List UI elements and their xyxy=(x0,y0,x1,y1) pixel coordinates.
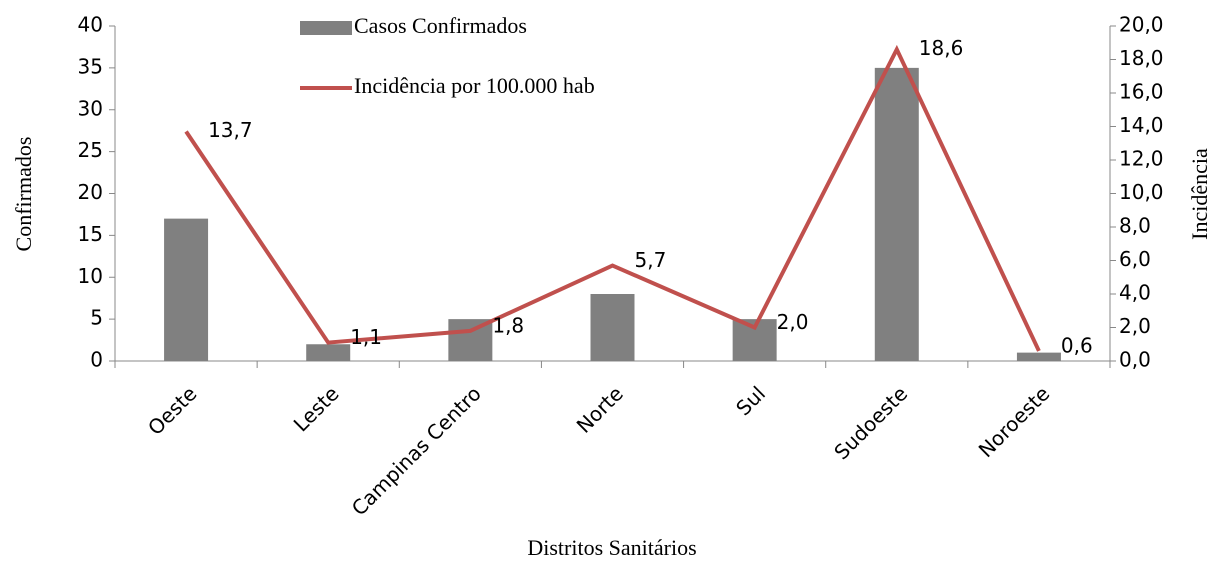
y2-tick-label: 4,0 xyxy=(1119,281,1151,305)
legend-label: Casos Confirmados xyxy=(354,13,527,38)
bar xyxy=(590,294,635,361)
y-tick-label: 35 xyxy=(78,54,103,78)
line xyxy=(184,44,1041,352)
y-tick-label: 10 xyxy=(78,264,103,288)
x-tick-label: Norte xyxy=(572,381,628,437)
data-label: 2,0 xyxy=(777,310,809,334)
bar xyxy=(306,344,351,361)
y-axis-title: Confirmados xyxy=(11,137,36,252)
legend-label: Incidência por 100.000 hab xyxy=(354,73,595,98)
y-tick-label: 5 xyxy=(90,306,103,330)
y2-tick-label: 14,0 xyxy=(1119,113,1164,137)
y-tick-label: 40 xyxy=(78,13,103,37)
x-tick-label: Sul xyxy=(731,381,770,420)
y2-tick-label: 16,0 xyxy=(1119,80,1164,104)
data-label: 5,7 xyxy=(635,248,667,272)
x-tick-label: Oeste xyxy=(143,381,201,439)
data-label: 0,6 xyxy=(1061,333,1093,357)
bar xyxy=(874,67,919,361)
y2-tick-label: 10,0 xyxy=(1119,180,1164,204)
y-tick-label: 15 xyxy=(78,222,103,246)
x-tick-label: Noroeste xyxy=(974,381,1055,462)
data-label: 1,1 xyxy=(350,325,382,349)
y2-tick-label: 12,0 xyxy=(1119,147,1164,171)
y2-axis-title: Incidência xyxy=(1187,148,1212,240)
data-label: 18,6 xyxy=(919,36,964,60)
y2-tick-label: 20,0 xyxy=(1119,13,1164,37)
y-tick-label: 30 xyxy=(78,96,103,120)
bar xyxy=(164,218,209,361)
x-tick-label: Leste xyxy=(289,381,344,436)
x-axis-title: Distritos Sanitários xyxy=(527,535,696,560)
x-tick-label: Sudoeste xyxy=(829,381,912,464)
y2-tick-label: 8,0 xyxy=(1119,214,1151,238)
y2-tick-label: 18,0 xyxy=(1119,46,1164,70)
y-tick-label: 25 xyxy=(78,138,103,162)
y-tick-label: 0 xyxy=(90,348,103,372)
y2-tick-label: 0,0 xyxy=(1119,348,1151,372)
data-label: 1,8 xyxy=(492,313,524,337)
y2-tick-label: 2,0 xyxy=(1119,314,1151,338)
legend-swatch xyxy=(300,21,352,35)
x-tick-label: Campinas Centro xyxy=(347,381,486,520)
data-label: 13,7 xyxy=(208,118,253,142)
y-tick-label: 20 xyxy=(78,180,103,204)
y2-tick-label: 6,0 xyxy=(1119,247,1151,271)
bar xyxy=(1016,352,1061,361)
